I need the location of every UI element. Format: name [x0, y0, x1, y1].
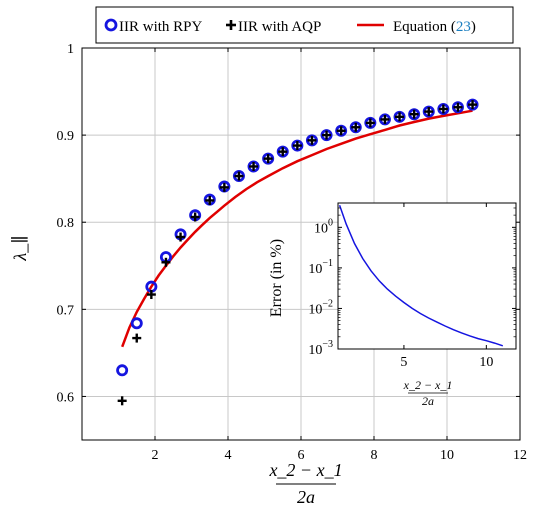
legend-label-rpy: IIR with RPY — [119, 19, 203, 35]
point-iir-aqp — [234, 171, 244, 181]
inset-x-tick-label: 10 — [479, 355, 493, 370]
point-iir-rpy — [130, 317, 143, 330]
legend-marker-rpy — [104, 18, 118, 32]
main-series — [116, 98, 479, 406]
inset-y-tick-exponent: 0 — [328, 217, 333, 228]
inset-y-tick-exponent: −1 — [322, 258, 333, 269]
point-iir-aqp — [190, 212, 200, 222]
point-iir-rpy — [232, 170, 245, 183]
x-tick-label: 8 — [371, 448, 378, 463]
point-iir-rpy — [335, 124, 348, 137]
inset-x-axis-label-denominator: 2a — [422, 394, 434, 408]
inset-plot-frame — [337, 202, 517, 350]
point-iir-rpy — [320, 129, 333, 142]
point-iir-aqp — [205, 195, 215, 205]
inset-background — [338, 203, 516, 349]
legend-label-equation: Equation (23) — [393, 19, 476, 35]
point-iir-aqp — [336, 126, 346, 136]
y-tick-label: 0.7 — [57, 303, 75, 318]
legend-label-equation-prefix: Equation ( — [393, 19, 456, 35]
point-iir-aqp — [176, 232, 186, 242]
legend-box — [95, 6, 514, 44]
point-iir-aqp — [117, 396, 127, 406]
point-iir-aqp — [453, 102, 463, 112]
inset-y-tick-exponent: −3 — [322, 339, 333, 350]
point-iir-rpy — [422, 105, 435, 118]
legend-label-aqp: IIR with AQP — [238, 19, 321, 35]
inset-y-tick-base: 10 — [308, 343, 322, 358]
inset-y-tick-base: 10 — [314, 221, 328, 236]
point-iir-rpy — [262, 152, 275, 165]
inset-x-axis-label-numerator: x_2 − x_1 — [403, 378, 453, 392]
point-iir-rpy — [349, 121, 362, 134]
point-iir-aqp — [322, 130, 332, 140]
legend-marker-aqp — [226, 20, 236, 30]
point-iir-aqp — [132, 333, 142, 343]
x-tick-label: 10 — [440, 448, 454, 463]
legend: IIR with RPY IIR with AQP Equation (23) — [95, 6, 514, 44]
point-iir-aqp — [395, 112, 405, 122]
inset-x-tick-label: 5 — [400, 355, 407, 370]
x-tick-label: 6 — [298, 448, 305, 463]
point-iir-aqp — [424, 107, 434, 117]
inset-x-axis-label: x_2 − x_1 2a — [403, 378, 453, 408]
inset-error-line — [338, 205, 504, 347]
point-iir-aqp — [409, 109, 419, 119]
inset-y-tick-label: 10−2 — [308, 298, 333, 317]
point-iir-aqp — [468, 100, 478, 110]
point-iir-rpy — [291, 139, 304, 152]
point-iir-aqp — [263, 154, 273, 164]
point-iir-aqp — [292, 141, 302, 151]
inset-y-axis-label: Error (in %) — [268, 239, 285, 317]
y-axis-label-text: λ_∥ — [10, 235, 30, 261]
point-iir-aqp — [146, 290, 156, 300]
point-iir-rpy — [451, 101, 464, 114]
point-iir-rpy — [393, 110, 406, 123]
point-iir-rpy — [276, 145, 289, 158]
inset-y-tick-label: 10−1 — [308, 258, 333, 277]
y-tick-label: 0.8 — [57, 216, 75, 231]
inset-y-tick-exponent: −2 — [322, 298, 333, 309]
point-iir-rpy — [305, 134, 318, 147]
inset-y-axis-label-text: Error (in %) — [268, 239, 285, 317]
point-iir-rpy — [116, 364, 129, 377]
point-iir-aqp — [278, 147, 288, 157]
x-axis-label: x_2 − x_1 2a — [268, 460, 342, 507]
x-axis-label-numerator: x_2 − x_1 — [268, 460, 342, 480]
point-iir-rpy — [378, 113, 391, 126]
point-iir-aqp — [365, 118, 375, 128]
inset-y-tick-label: 100 — [314, 217, 333, 236]
legend-label-equation-ref[interactable]: 23 — [456, 19, 471, 35]
main-ticks: 2 4 6 8 10 12 0.6 0.7 0.8 0.9 1 — [57, 42, 528, 463]
point-iir-aqp — [249, 161, 259, 171]
inset-y-tick-label: 10−3 — [308, 339, 333, 358]
inset-series — [338, 205, 504, 347]
series-line-equation-23 — [121, 109, 473, 348]
inset-y-tick-base: 10 — [308, 302, 322, 317]
x-tick-label: 2 — [152, 448, 159, 463]
legend-label-equation-suffix: ) — [471, 19, 476, 35]
point-iir-aqp — [438, 104, 448, 114]
y-tick-label: 0.6 — [57, 390, 75, 405]
point-iir-rpy — [247, 160, 260, 173]
point-iir-aqp — [380, 114, 390, 124]
x-tick-label: 12 — [513, 448, 527, 463]
point-iir-aqp — [161, 257, 171, 267]
x-axis-label-denominator: 2a — [297, 487, 315, 507]
y-axis-label: λ_∥ — [10, 235, 30, 261]
point-iir-rpy — [466, 98, 479, 111]
point-iir-aqp — [219, 182, 229, 192]
point-iir-rpy — [437, 102, 450, 115]
point-iir-aqp — [307, 135, 317, 145]
y-tick-label: 1 — [67, 42, 74, 57]
point-iir-aqp — [351, 122, 361, 132]
point-iir-rpy — [364, 116, 377, 129]
y-tick-label: 0.9 — [57, 129, 75, 144]
inset-y-tick-base: 10 — [308, 262, 322, 277]
point-iir-rpy — [408, 108, 421, 121]
x-tick-label: 4 — [225, 448, 232, 463]
